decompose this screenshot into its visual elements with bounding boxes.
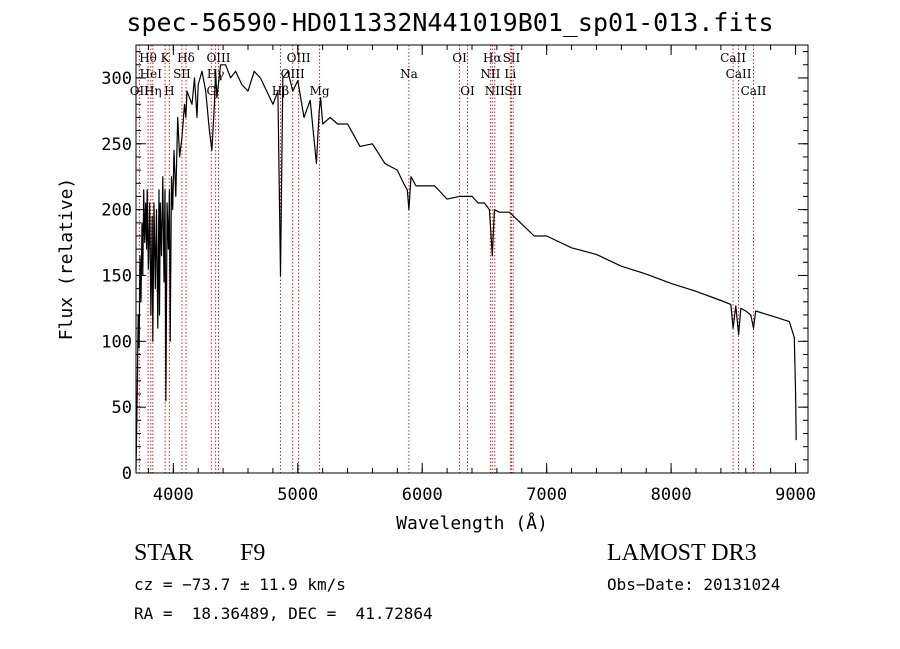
line-label-8: OIII (206, 51, 230, 65)
x-tick-label: 6000 (402, 485, 443, 505)
y-tick-label: 50 (112, 398, 132, 418)
line-label-5: SII (173, 67, 191, 81)
line-label-17: OI (460, 84, 475, 98)
y-tick-label: 250 (101, 135, 132, 155)
line-label-4: K (161, 51, 171, 65)
line-label-1: HeI (140, 67, 163, 81)
line-label-10: G (206, 84, 216, 98)
spectrum-series-line (135, 64, 797, 471)
y-tick-label: 200 (101, 201, 132, 221)
survey-name: LAMOST DR3 (607, 540, 757, 566)
y-tick-label: 0 (122, 464, 132, 484)
line-label-26: CaII (741, 84, 767, 98)
line-label-19: NII (480, 67, 500, 81)
line-label-21: SII (503, 51, 521, 65)
redshift-velocity: cz = −73.7 ± 11.9 km/s (134, 575, 346, 594)
line-label-13: OIII (281, 67, 305, 81)
line-label-6: H (164, 84, 174, 98)
y-tick-label: 100 (101, 332, 132, 352)
line-label-16: OI (452, 51, 467, 65)
x-tick-label: 9000 (775, 485, 816, 505)
x-tick-label: 4000 (153, 485, 194, 505)
y-axis-title: Flux (relative) (56, 178, 77, 341)
y-tick-label: 150 (101, 266, 132, 286)
line-label-0: Hθ (139, 51, 157, 65)
x-tick-label: 8000 (651, 485, 692, 505)
chart-title: spec-56590-HD011332N441019B01_sp01-013.f… (126, 8, 774, 37)
x-tick-label: 7000 (526, 485, 567, 505)
x-tick-label: 5000 (277, 485, 318, 505)
x-axis-title: Wavelength (Å) (396, 512, 548, 534)
line-label-12: OIII (287, 51, 311, 65)
line-label-7: Hδ (177, 51, 195, 65)
line-label-3: Hη (144, 84, 162, 98)
line-label-18: Hα (483, 51, 502, 65)
line-label-22: Li (504, 67, 516, 81)
line-label-14: Mg (310, 84, 330, 98)
line-label-20: NII (485, 84, 505, 98)
coordinates: RA = 18.36489, DEC = 41.72864 (134, 604, 433, 623)
line-label-24: CaII (720, 51, 746, 65)
line-label-23: SII (504, 84, 522, 98)
line-label-11: Hβ (272, 84, 289, 98)
observation-date: Obs−Date: 20131024 (607, 575, 781, 594)
plot-frame (135, 44, 809, 474)
object-type: STAR (134, 540, 194, 566)
line-label-15: Na (400, 67, 418, 81)
y-tick-label: 300 (101, 69, 132, 89)
spectral-subclass: F9 (240, 540, 266, 566)
line-label-25: CaII (726, 67, 752, 81)
